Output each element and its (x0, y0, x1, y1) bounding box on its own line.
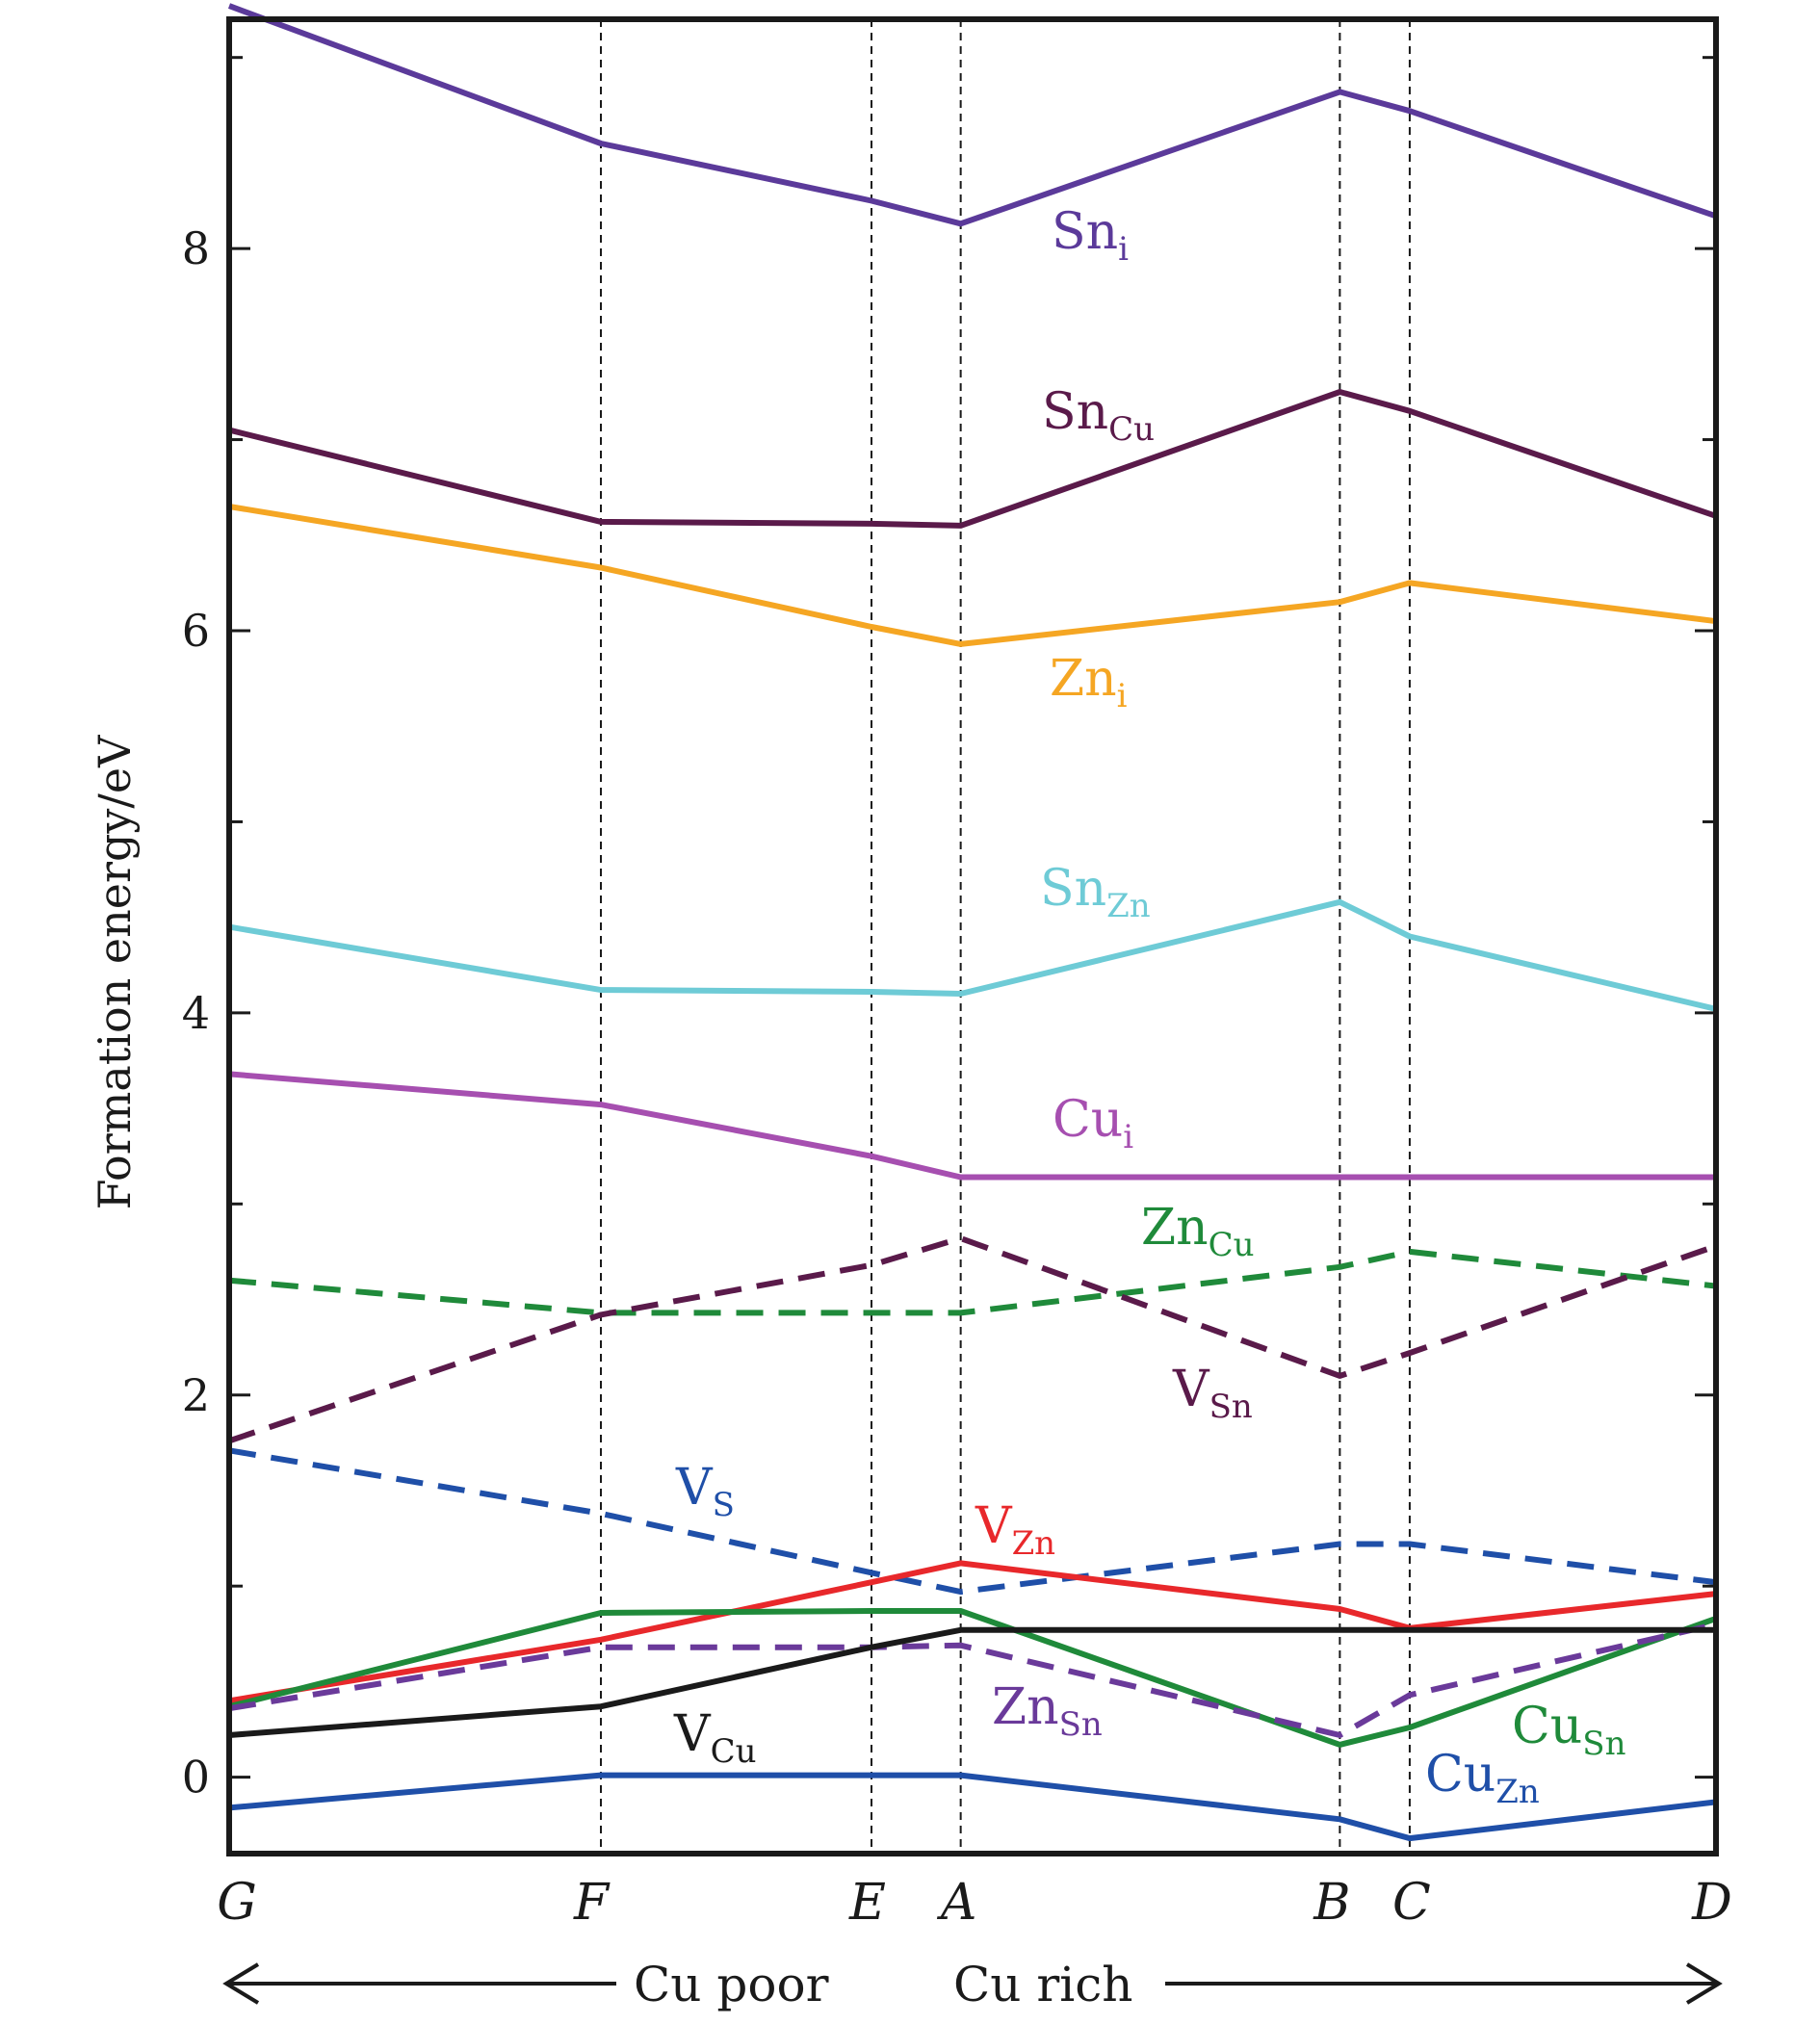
series-line-zn-i (228, 504, 1717, 647)
series-label-zn-sn: ZnSn (992, 1678, 1103, 1744)
cu-poor-label: Cu poor (634, 1957, 829, 2012)
series-label-sn-zn: SnZn (1040, 860, 1151, 925)
series-label-sn-i: Sni (1052, 203, 1129, 269)
x-tick-label-E: E (848, 1874, 886, 1932)
series-label-zn-cu: ZnCu (1141, 1199, 1255, 1264)
x-tick-label-C: C (1392, 1874, 1431, 1932)
x-tick-label-A: A (937, 1874, 977, 1932)
series-line-sn-cu (228, 389, 1717, 529)
x-tick-label-B: B (1313, 1874, 1350, 1932)
x-tick-label-D: D (1691, 1874, 1732, 1932)
series-label-cu-sn: CuSn (1512, 1698, 1625, 1763)
cu-rich-label: Cu rich (953, 1957, 1132, 2012)
series-line-sn-i (227, 3, 1717, 227)
series-line-cu-i (228, 1071, 1716, 1181)
series-label-zn-i: Zni (1050, 650, 1128, 715)
series-label-sn-cu: SnCu (1042, 383, 1155, 449)
series-line-v-sn (228, 1235, 1717, 1444)
series-label-v-s: VS (675, 1459, 735, 1524)
y-tick-label: 8 (182, 222, 210, 274)
x-tick-label-G: G (217, 1874, 257, 1932)
x-tick-label-F: F (573, 1874, 611, 1932)
series-label-v-cu: VCu (673, 1705, 756, 1771)
y-tick-label: 4 (182, 987, 210, 1039)
series-line-zn-sn (228, 1621, 1717, 1738)
direction-arrow: Cu poor Cu rich (222, 1957, 1723, 2012)
y-tick-label: 0 (182, 1752, 210, 1804)
series-label-v-zn: VZn (975, 1497, 1055, 1563)
series-label-cu-i: Cui (1053, 1091, 1133, 1156)
series-line-cu-zn (228, 1772, 1717, 1842)
series-label-cu-zn: CuZn (1425, 1746, 1540, 1811)
plot-frame (226, 16, 1719, 1856)
series-line-v-cu (228, 1626, 1716, 1738)
y-tick-label: 6 (182, 605, 210, 657)
y-tick-label: 2 (182, 1369, 210, 1421)
y-axis-title: Formation energy/eV (89, 735, 141, 1209)
series-line-v-s (228, 1447, 1717, 1596)
series-line-zn-cu (228, 1248, 1717, 1316)
series-line-sn-zn (228, 898, 1717, 1012)
series-label-v-sn: VSn (1172, 1361, 1253, 1426)
series-line-cu-sn (228, 1608, 1718, 1748)
